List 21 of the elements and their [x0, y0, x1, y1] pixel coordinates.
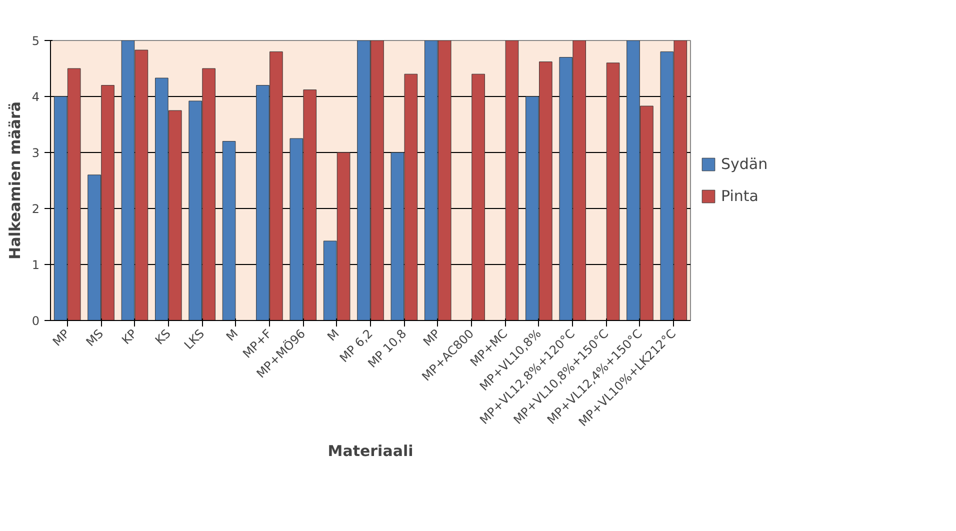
- legend-label: Pinta: [721, 187, 758, 205]
- y-tick-label: 5: [32, 34, 40, 48]
- y-tick-label: 1: [32, 258, 40, 272]
- y-tick-label: 2: [32, 202, 40, 216]
- x-tick-label: LKS: [181, 326, 208, 352]
- x-tick-label: MP: [50, 326, 72, 349]
- y-tick-label: 0: [32, 314, 40, 328]
- legend-label: Sydän: [721, 155, 768, 173]
- y-tick-label: 3: [32, 146, 40, 160]
- y-tick-label: 4: [32, 90, 40, 104]
- bar: [505, 40, 519, 320]
- x-tick-label: M: [324, 326, 342, 344]
- bar: [222, 141, 236, 320]
- x-tick-label: M: [223, 326, 241, 344]
- x-tick-label: KP: [119, 326, 140, 348]
- x-tick-label: MS: [83, 326, 106, 350]
- y-axis-title: Halkeamien määrä: [6, 102, 24, 260]
- x-tick-label: KS: [152, 326, 174, 348]
- bar: [606, 62, 620, 320]
- x-axis-title: Materiaali: [328, 442, 414, 460]
- bar: [472, 74, 485, 320]
